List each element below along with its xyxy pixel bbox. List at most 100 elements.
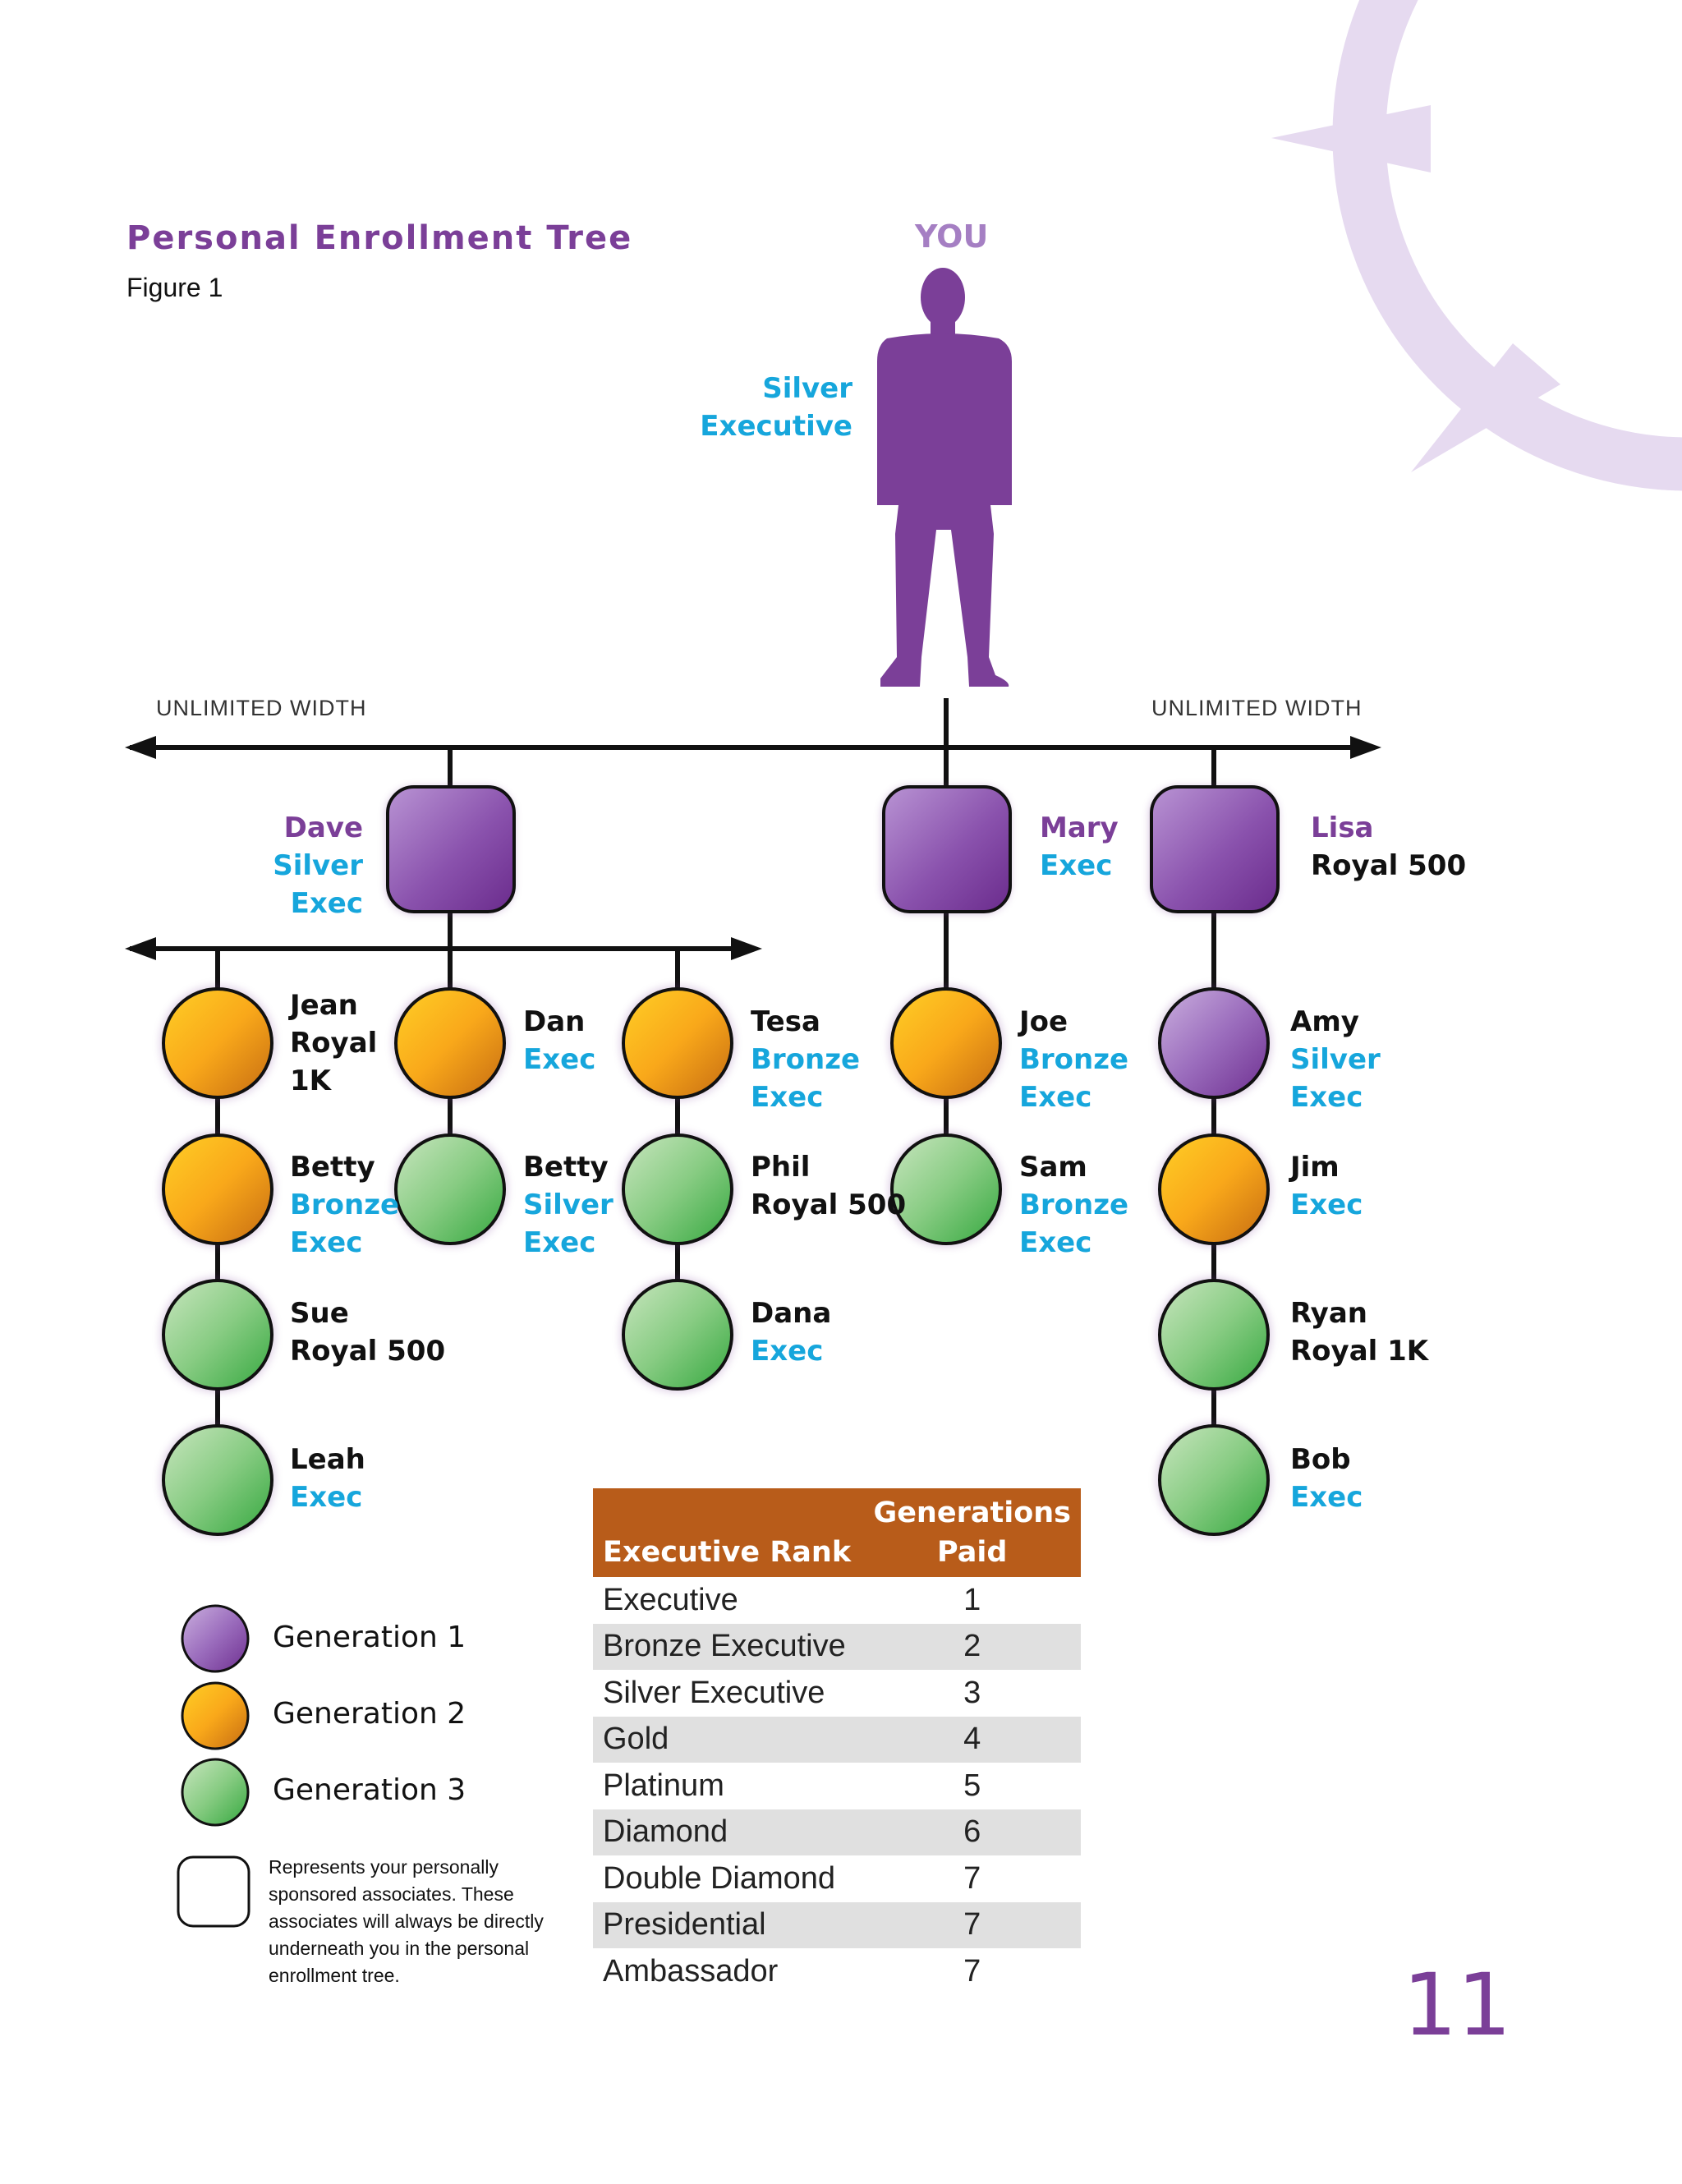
- sponsor-name: Lisa: [1311, 812, 1374, 844]
- you-silhouette: [877, 268, 1012, 687]
- table-row: Platinum 5: [593, 1763, 1081, 1809]
- member-rank: Exec: [751, 1081, 824, 1114]
- member-rank: Exec: [290, 1226, 363, 1259]
- column-header-rank: Executive Rank: [593, 1488, 864, 1577]
- rank-cell: Platinum: [603, 1768, 724, 1803]
- generations-cell: 7: [863, 1901, 1081, 1948]
- member-name: Betty: [523, 1151, 609, 1184]
- member-node-sue: [160, 1277, 275, 1392]
- member-rank: Royal 500: [751, 1189, 907, 1221]
- member-node-betty-silver: [393, 1132, 508, 1247]
- table-row: Executive 1: [593, 1577, 1081, 1624]
- you-rank-line2: Executive: [700, 410, 852, 443]
- executive-rank-table: Executive Rank Generations Paid Executiv…: [593, 1488, 1081, 1995]
- unlimited-width-left: UNLIMITED WIDTH: [156, 696, 367, 720]
- legend-swatch-gen2: [181, 1681, 250, 1750]
- member-node-tesa: [620, 986, 735, 1101]
- member-label-dan: Dan Exec: [523, 1003, 595, 1078]
- member-label-dana: Dana Exec: [751, 1294, 831, 1370]
- legend-swatch-gen1: [181, 1604, 250, 1673]
- rank-cell: Diamond: [593, 1809, 864, 1855]
- member-node-leah: [160, 1423, 275, 1538]
- member-rank: Exec: [1290, 1189, 1363, 1221]
- member-name: Joe: [1019, 1005, 1068, 1038]
- sponsor-rank: Royal 500: [1311, 849, 1467, 882]
- member-node-ryan: [1156, 1277, 1271, 1392]
- member-label-leah: Leah Exec: [290, 1441, 365, 1516]
- member-rank: Exec: [1019, 1081, 1092, 1114]
- rank-cell: Double Diamond: [603, 1860, 836, 1896]
- member-rank: 1K: [290, 1064, 332, 1097]
- member-name: Leah: [290, 1443, 365, 1476]
- member-name: Jean: [290, 989, 358, 1022]
- member-label-jean: Jean Royal 1K: [290, 986, 377, 1100]
- table-row: Diamond 6: [593, 1809, 1081, 1855]
- legend-sponsored-note: Represents your personally sponsored ass…: [269, 1856, 544, 1986]
- arrowheads: [125, 736, 1381, 960]
- generations-header-line2: Paid: [937, 1536, 1008, 1569]
- sponsor-rank: Exec: [1040, 849, 1113, 882]
- sponsor-rank: Silver: [273, 849, 363, 882]
- table-row: Gold 4: [593, 1716, 1081, 1763]
- decorative-arc: [1271, 0, 1682, 491]
- member-node-betty-bronze: [160, 1132, 275, 1247]
- rank-cell: Silver Executive: [603, 1675, 825, 1710]
- rank-cell: Presidential: [593, 1901, 864, 1948]
- member-label-bob: Bob Exec: [1290, 1441, 1363, 1516]
- rank-cell: Gold: [593, 1716, 864, 1763]
- sponsor-square-mary: [882, 785, 1012, 913]
- you-rank: Silver Executive: [700, 370, 852, 445]
- member-rank: Bronze: [1019, 1043, 1129, 1076]
- table-row: Presidential 7: [593, 1901, 1081, 1948]
- member-node-phil: [620, 1132, 735, 1247]
- sponsor-name: Dave: [283, 812, 363, 844]
- page-number: 11: [1403, 1955, 1512, 2055]
- column-header-generations: Generations Paid: [863, 1488, 1081, 1577]
- member-label-betty-bronze: Betty Bronze Exec: [290, 1148, 399, 1262]
- generations-cell: 2: [863, 1623, 1081, 1670]
- figure-label: Figure 1: [126, 273, 223, 302]
- generations-cell: 3: [963, 1675, 981, 1710]
- generations-cell: 5: [963, 1768, 981, 1803]
- member-label-sue: Sue Royal 500: [290, 1294, 445, 1370]
- sponsor-name: Mary: [1040, 812, 1119, 844]
- sponsor-rank: Exec: [290, 887, 363, 920]
- member-rank: Royal 500: [290, 1335, 446, 1368]
- sponsor-label-dave: Dave Silver Exec: [273, 809, 363, 922]
- table-row: Double Diamond 7: [593, 1855, 1081, 1902]
- member-name: Phil: [751, 1151, 811, 1184]
- you-label: YOU: [915, 218, 989, 255]
- generations-cell: 1: [963, 1582, 981, 1617]
- member-label-jim: Jim Exec: [1290, 1148, 1363, 1224]
- table-row: Silver Executive 3: [593, 1670, 1081, 1717]
- table-row: Bronze Executive 2: [593, 1623, 1081, 1670]
- member-rank: Bronze: [290, 1189, 400, 1221]
- member-name: Betty: [290, 1151, 375, 1184]
- generations-cell: 7: [963, 1953, 981, 1989]
- rank-cell: Bronze Executive: [593, 1623, 864, 1670]
- member-name: Dana: [751, 1297, 832, 1330]
- member-rank: Exec: [751, 1335, 824, 1368]
- member-name: Ryan: [1290, 1297, 1367, 1330]
- member-node-sam: [889, 1132, 1004, 1247]
- member-label-ryan: Ryan Royal 1K: [1290, 1294, 1428, 1370]
- tree-lines: [130, 698, 1355, 1425]
- member-node-dan: [393, 986, 508, 1101]
- unlimited-width-right: UNLIMITED WIDTH: [1151, 696, 1363, 720]
- member-rank: Exec: [523, 1043, 596, 1076]
- legend-swatch-sponsored: [177, 1855, 250, 1928]
- member-rank: Exec: [1019, 1226, 1092, 1259]
- rank-cell: Executive: [603, 1582, 738, 1617]
- member-label-joe: Joe Bronze Exec: [1019, 1003, 1128, 1116]
- member-rank: Bronze: [751, 1043, 861, 1076]
- member-rank: Silver: [523, 1189, 614, 1221]
- sponsor-label-lisa: Lisa Royal 500: [1311, 809, 1466, 885]
- legend-swatch-gen3: [181, 1758, 250, 1827]
- member-label-phil: Phil Royal 500: [751, 1148, 906, 1224]
- member-rank: Exec: [1290, 1081, 1363, 1114]
- member-node-joe: [889, 986, 1004, 1101]
- member-name: Jim: [1290, 1151, 1340, 1184]
- table-header-row: Executive Rank Generations Paid: [593, 1488, 1081, 1577]
